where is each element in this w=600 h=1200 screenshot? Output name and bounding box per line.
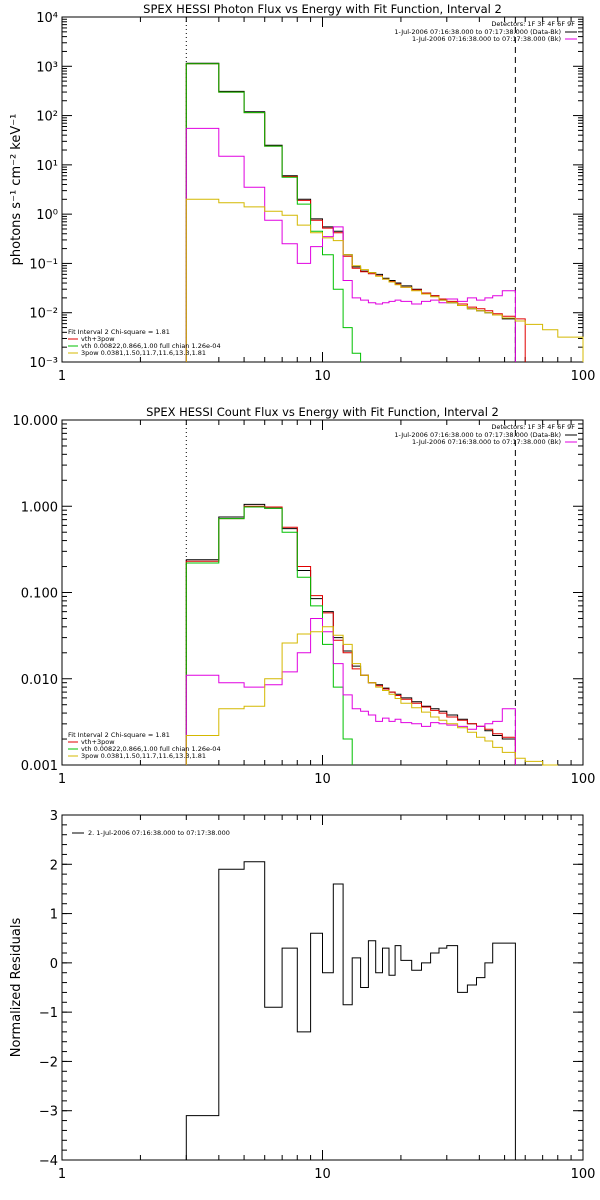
series-line-1 <box>185 861 516 1160</box>
y-tick-label: 10¹ <box>36 159 58 174</box>
y-tick-label: 0.010 <box>21 673 58 688</box>
y-tick-label: −1 <box>39 1006 58 1021</box>
x-tick-label: 1 <box>58 1167 66 1182</box>
chart-title: SPEX HESSI Photon Flux vs Energy with Fi… <box>143 2 502 16</box>
x-tick-label: 10 <box>314 1167 331 1182</box>
series-line-4 <box>185 127 516 362</box>
legend-entry: vth 0.00822,0.866,1.00 full chian 1.26e-… <box>81 745 221 753</box>
legend-entry: 1-Jul-2006 07:16:38.000 to 07:17:38.000 … <box>412 438 561 446</box>
series-line-5 <box>185 626 558 766</box>
y-tick-label: 10³ <box>36 60 58 75</box>
y-tick-label: −4 <box>39 1154 58 1169</box>
legend-entry: 3pow 0.0381,1.50,11.7,11.6,13.3,1.81 <box>81 349 206 357</box>
series-line-2 <box>185 63 526 362</box>
y-tick-label: 10.000 <box>13 414 59 429</box>
series-line-3 <box>185 506 353 765</box>
legend-entry: 1-Jul-2006 07:16:38.000 to 07:17:38.000 … <box>394 28 561 36</box>
y-axis-label: photons s⁻¹ cm⁻² keV⁻¹ <box>9 114 24 266</box>
y-tick-label: 10⁻³ <box>29 356 58 371</box>
y-tick-label: 0 <box>50 957 58 972</box>
x-tick-label: 1 <box>58 369 66 384</box>
chart-title: SPEX HESSI Count Flux vs Energy with Fit… <box>146 405 499 419</box>
y-tick-label: 3 <box>50 809 58 824</box>
x-tick-label: 10 <box>314 772 331 787</box>
series-line-2 <box>185 505 516 765</box>
plot-frame <box>61 16 584 363</box>
chart-panel-2: SPEX HESSI Count Flux vs Energy with Fit… <box>13 405 596 787</box>
plot-frame <box>61 814 584 1161</box>
legend-entry: 1-Jul-2006 07:16:38.000 to 07:17:38.000 … <box>412 35 561 43</box>
legend-entry: vth 0.00822,0.866,1.00 full chian 1.26e-… <box>81 342 221 350</box>
y-tick-label: 10⁻² <box>29 307 58 322</box>
legend-header: Detectors: 1F 3F 4F 6F 9F <box>491 20 575 28</box>
x-tick-label: 100 <box>571 369 596 384</box>
y-tick-label: 0.001 <box>21 759 58 774</box>
y-tick-label: 10⁰ <box>36 208 58 223</box>
legend-entry: vth+3pow <box>81 738 115 746</box>
legend-entry: 3pow 0.0381,1.50,11.7,11.6,13.3,1.81 <box>81 752 206 760</box>
chart-panel-1: SPEX HESSI Photon Flux vs Energy with Fi… <box>9 2 595 384</box>
y-axis-label: Normalized Residuals <box>9 918 24 1058</box>
y-tick-label: −2 <box>39 1055 58 1070</box>
legend-entry: vth+3pow <box>81 335 115 343</box>
legend-header: Fit Interval 2 Chi-square = 1.81 <box>68 328 170 336</box>
series-line-1 <box>185 62 516 362</box>
chart-panel-3: 1 10 100 −4 −3 −2 −1 0 1 2 3 Normalized Residuals 2.… <box>9 809 595 1182</box>
y-tick-label: 1.000 <box>21 500 58 515</box>
series-line-5 <box>185 198 584 362</box>
y-tick-label: 2 <box>50 858 58 873</box>
legend-header: Detectors: 1F 3F 4F 6F 9F <box>491 423 575 431</box>
x-tick-label: 1 <box>58 772 66 787</box>
legend-entry: 2. 1-Jul-2006 07:16:38.000 to 07:17:38.0… <box>88 829 230 837</box>
series-line-3 <box>185 63 362 362</box>
y-tick-label: 0.100 <box>21 587 58 602</box>
y-tick-label: 1 <box>50 908 58 923</box>
y-tick-label: 10⁴ <box>36 11 58 26</box>
y-tick-label: 10⁻¹ <box>29 257 58 272</box>
legend-header: Fit Interval 2 Chi-square = 1.81 <box>68 731 170 739</box>
legend-entry: 1-Jul-2006 07:16:38.000 to 07:17:38.000 … <box>394 431 561 439</box>
y-tick-label: −3 <box>39 1105 58 1120</box>
x-tick-label: 100 <box>571 772 596 787</box>
x-tick-label: 10 <box>314 369 331 384</box>
y-tick-label: 10² <box>36 110 58 125</box>
x-tick-label: 100 <box>571 1167 596 1182</box>
plot-frame <box>61 419 584 766</box>
series-line-4 <box>185 618 516 765</box>
